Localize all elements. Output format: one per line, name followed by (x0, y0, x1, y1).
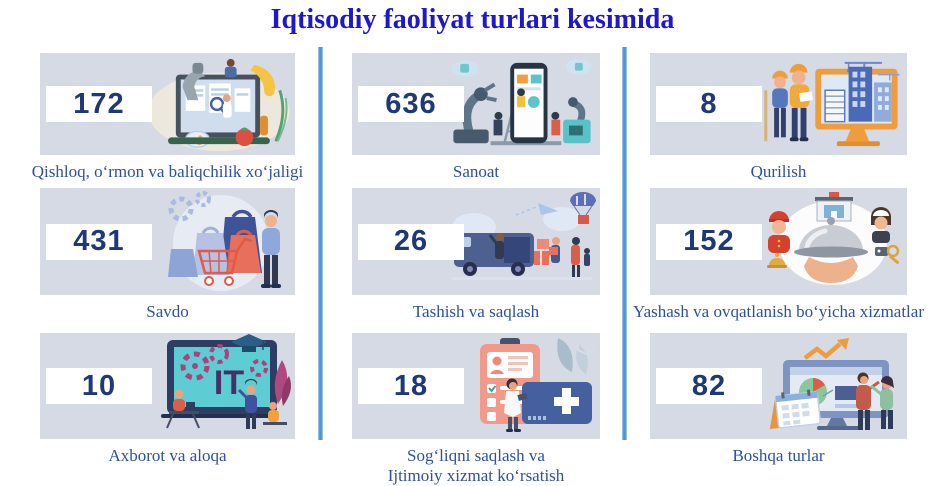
value-box: 10 (46, 368, 152, 404)
healthcare-social-illustration (480, 336, 595, 432)
construction-illustration (764, 61, 900, 147)
card-label: Qishloq, o‘rmon va baliqchilik xo‘jaligi (31, 162, 304, 181)
value-box: 636 (358, 86, 464, 122)
card-label: Qurilish (750, 162, 807, 181)
card-construction: 8 Qurilish (650, 53, 907, 182)
card-value: 18 (393, 369, 429, 402)
card-trade: 431 Savdo (40, 188, 295, 322)
card-label: Sanoat (452, 162, 500, 181)
card-label: Yashash va ovqatlanish bo‘yicha xizmatla… (633, 302, 924, 321)
card-panel: 82 (650, 333, 907, 439)
industry-illustration (451, 58, 592, 146)
card-panel: 18 (352, 333, 600, 439)
card-other: 82 Boshqa turlar (650, 333, 907, 466)
card-value: 152 (683, 225, 735, 257)
card-panel: 26 (352, 188, 600, 295)
page-title: Iqtisodiy faoliyat turlari kesimida (270, 4, 675, 35)
card-panel: IT (40, 333, 295, 439)
card-value: 26 (393, 225, 429, 257)
svg-text:IT: IT (214, 364, 244, 402)
card-value: 82 (691, 369, 727, 402)
column-divider-left (318, 47, 323, 440)
card-value: 8 (700, 87, 718, 120)
value-box: 431 (46, 223, 152, 260)
accommodation-food-illustration (767, 192, 900, 285)
column-divider-right (622, 47, 627, 440)
card-healthcare: 18 Sog‘liqni saqlash va Ijtimoiy xizmat … (352, 333, 600, 486)
card-panel: 8 (650, 53, 907, 155)
card-label: Savdo (146, 302, 189, 321)
card-panel: 152 (650, 188, 907, 295)
card-label: Axborot va aloqa (108, 446, 227, 465)
card-information: IT (40, 333, 295, 466)
value-box: 152 (656, 223, 762, 260)
card-transport: 26 Tashish va saqlash (352, 188, 600, 322)
card-accommodation: 152 Yashash va ovqatlanish bo‘yicha xizm… (633, 188, 924, 322)
card-label: Boshqa turlar (732, 446, 825, 465)
card-value: 10 (81, 369, 117, 402)
value-box: 26 (358, 223, 464, 260)
card-panel: 431 (40, 188, 295, 295)
agriculture-fishing-illustration (148, 58, 290, 152)
it-communication-illustration: IT (161, 334, 291, 429)
trade-shopping-illustration (168, 191, 281, 291)
transport-storage-illustration (452, 192, 596, 280)
card-label: Tashish va saqlash (412, 302, 540, 321)
other-types-illustration (769, 338, 894, 430)
card-industry: 636 Sanoat (352, 53, 600, 182)
card-value: 636 (385, 87, 437, 120)
card-value: 431 (73, 225, 125, 257)
value-box: 18 (358, 368, 464, 404)
value-box: 8 (656, 86, 762, 122)
card-panel: 636 (352, 53, 600, 155)
card-label: Sog‘liqni saqlash va Ijtimoiy xizmat ko‘… (387, 446, 565, 485)
value-box: 172 (46, 86, 152, 122)
value-box: 82 (656, 368, 762, 404)
card-agriculture: 172 Qishloq, o‘rmon va baliqchilik xo‘ja… (32, 53, 303, 182)
card-value: 172 (73, 87, 125, 120)
card-panel: 172 (40, 53, 295, 155)
